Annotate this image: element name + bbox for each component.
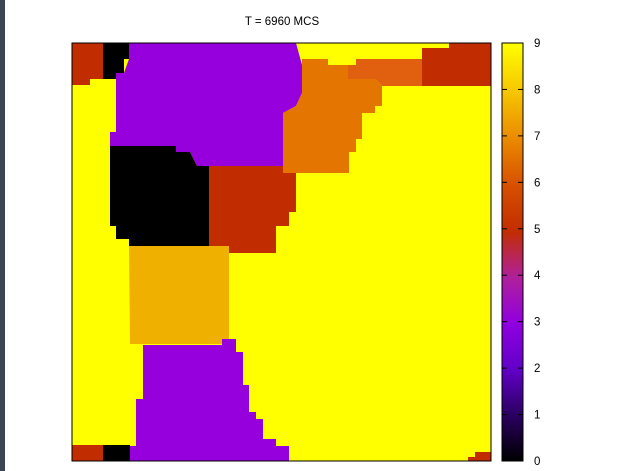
colorbar-gradient bbox=[501, 42, 524, 462]
colorbar-tick-label: 1 bbox=[534, 410, 540, 422]
grain-top-right-orange bbox=[283, 59, 382, 173]
grain-bottom-right-red bbox=[468, 452, 491, 461]
grain-bottom-left-red bbox=[72, 445, 103, 461]
colorbar-tick-label: 5 bbox=[534, 224, 540, 236]
grain-bottom-purple bbox=[129, 339, 289, 461]
grain-bottom-left-black bbox=[103, 445, 130, 461]
heatmap-area bbox=[72, 43, 491, 461]
colorbar: 0 1 2 3 4 5 6 7 8 9 bbox=[501, 38, 541, 468]
colorbar-tick-label: 8 bbox=[534, 84, 540, 96]
colorbar-tick-label: 3 bbox=[534, 317, 540, 329]
grain-top-left-red bbox=[72, 43, 103, 85]
grain-orange-amber bbox=[129, 246, 229, 344]
colorbar-tick-label: 6 bbox=[534, 177, 540, 189]
colorbar-tick-label: 7 bbox=[534, 131, 540, 143]
colorbar-tick-label: 0 bbox=[534, 456, 540, 468]
grain-top-purple bbox=[110, 43, 302, 166]
grain-top-right-red bbox=[422, 43, 491, 86]
chart-title: T = 6960 MCS bbox=[245, 16, 320, 28]
grain-center-black bbox=[110, 146, 209, 246]
window-edge bbox=[0, 0, 5, 471]
grain-top-left-black bbox=[103, 43, 129, 79]
colorbar-tick-label: 4 bbox=[534, 270, 541, 282]
colorbar-tick-label: 2 bbox=[534, 363, 540, 375]
colorbar-tick-label: 9 bbox=[534, 38, 540, 50]
grain-top-right-orange-dark bbox=[348, 59, 422, 86]
plot-frame bbox=[71, 42, 492, 462]
grain-center-red bbox=[209, 166, 296, 253]
